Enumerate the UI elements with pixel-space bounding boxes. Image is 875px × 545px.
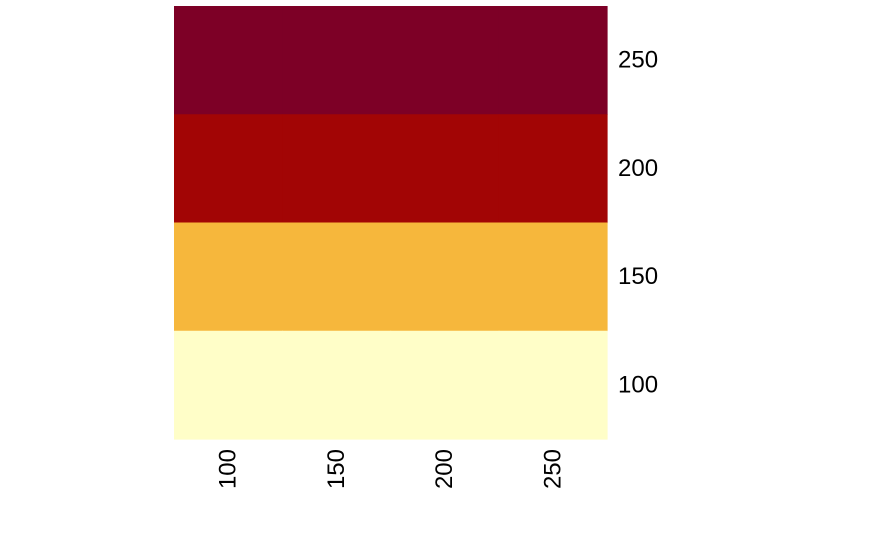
heatmap-cell-r200-c150 <box>282 114 392 224</box>
heatmap-cell-r100-c100 <box>174 330 283 440</box>
x-tick-label: 250 <box>539 449 566 489</box>
heatmap-cell-r200-c250 <box>498 114 608 224</box>
heatmap-cell-r250-c150 <box>282 6 392 115</box>
heatmap-cell-r250-c250 <box>498 6 608 115</box>
heatmap-cell-r100-c200 <box>390 330 500 440</box>
y-axis-tick-labels: 250 200 150 100 <box>618 47 658 399</box>
x-tick-label: 100 <box>215 449 242 489</box>
y-tick-label: 200 <box>618 155 658 182</box>
x-axis-tick-labels: 100 150 200 250 <box>215 449 567 489</box>
heatmap-cells <box>174 6 608 440</box>
heatmap-cell-r100-c250 <box>498 330 608 440</box>
heatmap-cell-r150-c200 <box>390 222 500 332</box>
y-tick-label: 150 <box>618 263 658 290</box>
heatmap-cell-r150-c150 <box>282 222 392 332</box>
y-tick-label: 100 <box>618 371 658 398</box>
heatmap-cell-r200-c100 <box>174 114 283 224</box>
heatmap-cell-r100-c150 <box>282 330 392 440</box>
heatmap-cell-r200-c200 <box>390 114 500 224</box>
heatmap-cell-r150-c250 <box>498 222 608 332</box>
x-tick-label: 200 <box>431 449 458 489</box>
heatmap-cell-r250-c200 <box>390 6 500 115</box>
heatmap-cell-r150-c100 <box>174 222 283 332</box>
x-tick-label: 150 <box>323 449 350 489</box>
heatmap-cell-r250-c100 <box>174 6 283 115</box>
y-tick-label: 250 <box>618 47 658 74</box>
